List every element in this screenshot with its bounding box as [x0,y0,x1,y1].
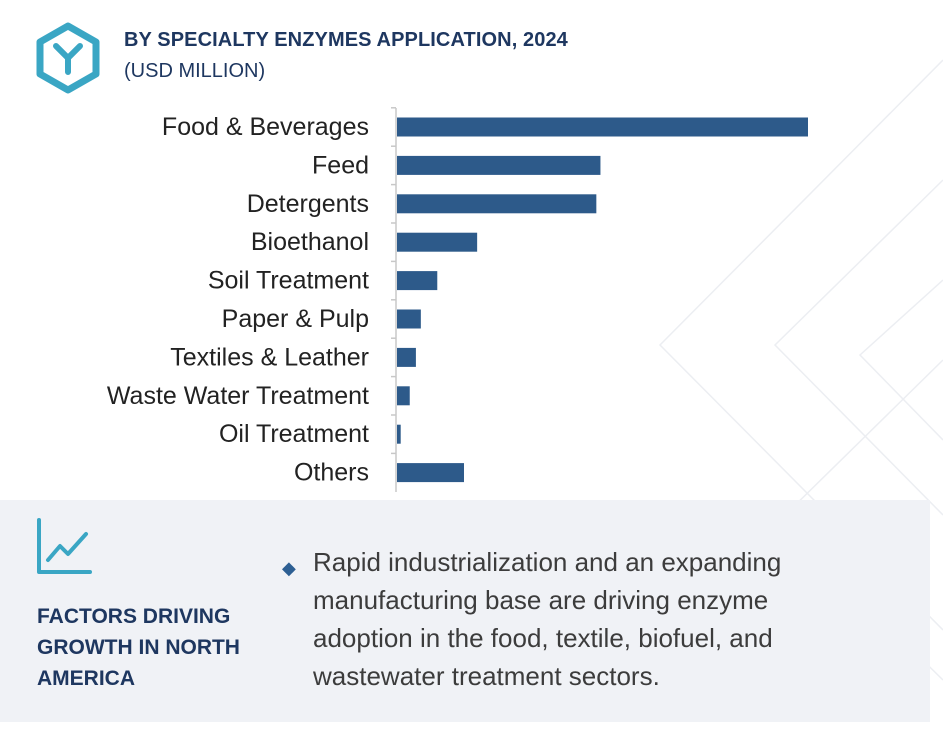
bar-chart: Food & Beverages Feed Detergents Bioethanol… [107,107,808,492]
chart-subtitle: (USD MILLION) [124,60,266,82]
category-label: Paper & Pulp [222,305,369,333]
factors-heading: FACTORS DRIVING GROWTH IN NORTH AMERICA [37,605,240,690]
bar [397,309,421,329]
factors-panel: FACTORS DRIVING GROWTH IN NORTH AMERICA … [0,500,930,722]
bar [397,347,416,367]
category-label: Waste Water Treatment [107,382,369,410]
category-label: Textiles & Leather [170,343,369,371]
category-label: Feed [312,151,369,179]
bar [397,386,410,406]
growth-factor-text: Rapid industrialization and an expanding… [313,547,782,691]
bar [397,271,438,291]
bar [397,194,597,214]
category-label: Others [294,459,369,487]
bar [397,117,808,137]
diamond-bullet-icon: ◆ [282,558,296,578]
bar [397,232,478,252]
category-label: Oil Treatment [219,420,369,448]
bar [397,155,601,175]
category-label: Food & Beverages [162,113,369,141]
category-label: Bioethanol [251,228,369,256]
bar [397,424,401,444]
bar [397,463,464,483]
category-label: Soil Treatment [208,267,369,295]
category-label: Detergents [247,190,369,218]
hexagon-y-logo-icon [36,22,100,94]
chart-title: BY SPECIALTY ENZYMES APPLICATION, 2024 [124,29,568,51]
trend-chart-icon [37,518,92,574]
